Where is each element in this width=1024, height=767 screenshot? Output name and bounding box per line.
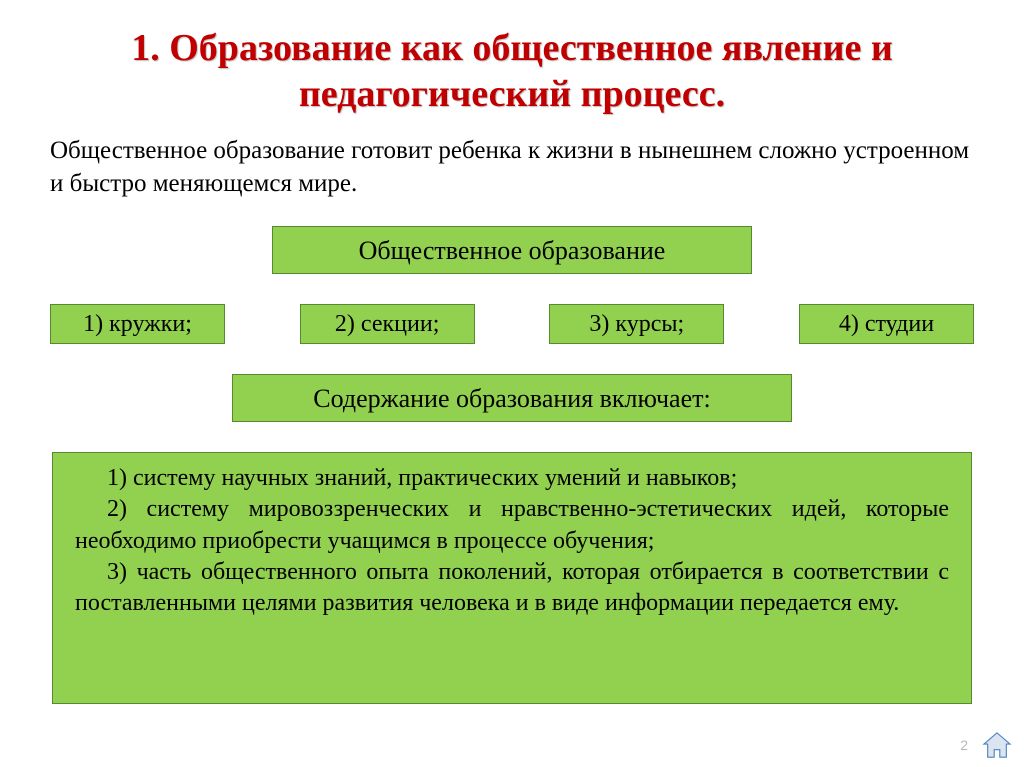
type-box-2: 2) секции; xyxy=(300,304,475,344)
content-item-3: 3) часть общественного опыта поколений, … xyxy=(75,557,949,619)
page-number: 2 xyxy=(960,737,968,753)
slide: 1. Образование как общественное явление … xyxy=(0,0,1024,767)
top-box-public-education: Общественное образование xyxy=(272,226,752,274)
content-block: 1) систему научных знаний, практических … xyxy=(52,452,972,704)
mid-box-label: Содержание образования включает: xyxy=(313,383,710,414)
home-icon[interactable] xyxy=(982,731,1012,759)
type-label: 3) курсы; xyxy=(589,310,684,339)
types-row: 1) кружки; 2) секции; 3) курсы; 4) студи… xyxy=(50,304,974,344)
mid-box-content-includes: Содержание образования включает: xyxy=(232,374,792,422)
type-label: 4) студии xyxy=(839,310,934,339)
type-box-3: 3) курсы; xyxy=(549,304,724,344)
type-label: 2) секции; xyxy=(335,310,439,339)
intro-text: Общественное образование готовит ребенка… xyxy=(50,135,974,200)
home-icon-shape xyxy=(984,733,1010,757)
content-item-1: 1) систему научных знаний, практических … xyxy=(75,463,949,494)
slide-title: 1. Образование как общественное явление … xyxy=(50,26,974,117)
content-item-2: 2) систему мировоззренческих и нравствен… xyxy=(75,494,949,556)
top-box-label: Общественное образование xyxy=(359,235,666,266)
type-box-1: 1) кружки; xyxy=(50,304,225,344)
type-label: 1) кружки; xyxy=(83,310,192,339)
type-box-4: 4) студии xyxy=(799,304,974,344)
